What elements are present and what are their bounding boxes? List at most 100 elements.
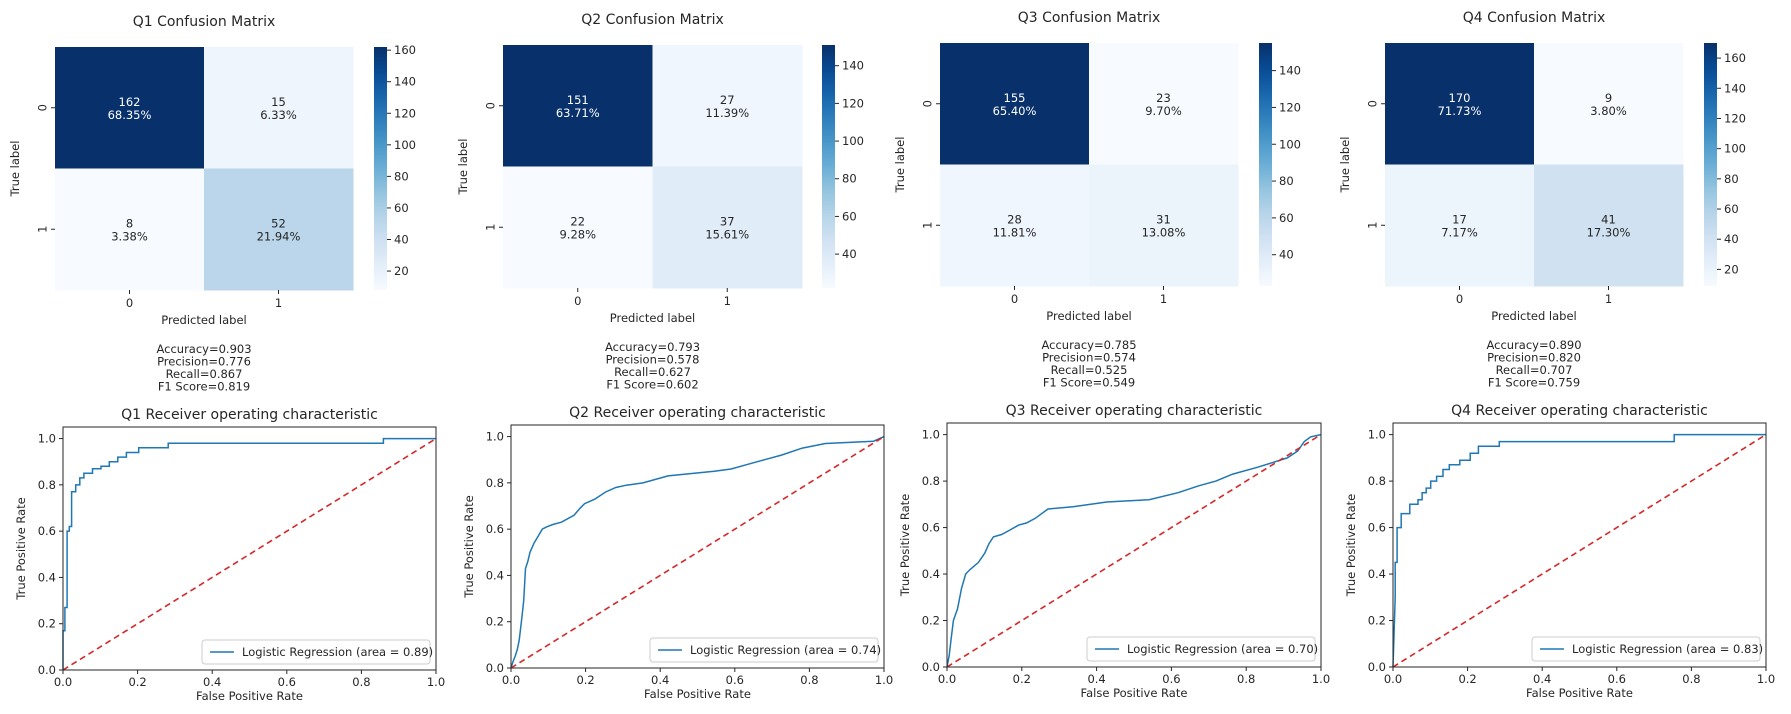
colorbar-tick-label: 20 xyxy=(1724,262,1739,276)
cell-count: 41 xyxy=(1601,212,1616,226)
y-tick-label: 1.0 xyxy=(922,428,940,442)
colorbar-tick-label: 40 xyxy=(1724,232,1739,246)
colorbar xyxy=(1704,43,1717,286)
x-tick-label: 0 xyxy=(574,294,581,308)
cell-count: 17 xyxy=(1452,212,1467,226)
metric-line: F1 Score=0.759 xyxy=(1488,376,1580,390)
colorbar-tick-label: 100 xyxy=(1724,142,1746,156)
cell-percent: 68.35% xyxy=(108,108,152,122)
heatmap-cell xyxy=(1089,164,1239,287)
y-tick-label: 0.0 xyxy=(1368,660,1386,674)
cell-percent: 11.81% xyxy=(993,225,1037,239)
x-axis-label: False Positive Rate xyxy=(644,687,751,701)
x-tick-label: 0.0 xyxy=(1384,672,1402,686)
y-tick-label: 0.8 xyxy=(922,474,940,488)
colorbar-tick-label: 120 xyxy=(842,96,864,110)
metric-line: F1 Score=0.602 xyxy=(606,378,698,392)
metric-line: Precision=0.776 xyxy=(157,355,251,369)
metric-line: Precision=0.820 xyxy=(1487,351,1581,365)
metric-line: Accuracy=0.793 xyxy=(605,340,700,354)
y-tick-label: 1 xyxy=(484,224,498,231)
plot-frame xyxy=(946,422,1322,668)
cell-count: 151 xyxy=(567,93,589,107)
x-axis-label: Predicted label xyxy=(610,311,695,325)
x-tick-label: 0.8 xyxy=(1237,672,1255,686)
colorbar-tick-label: 60 xyxy=(842,209,857,223)
metric-line: Accuracy=0.890 xyxy=(1486,338,1581,352)
x-tick-label: 1.0 xyxy=(1757,672,1775,686)
y-tick-label: 0.2 xyxy=(486,615,504,629)
heatmap-cell xyxy=(940,164,1090,287)
x-tick-label: 0 xyxy=(1011,292,1018,306)
chart-title: Q3 Receiver operating characteristic xyxy=(1006,403,1263,419)
metric-line: F1 Score=0.819 xyxy=(158,380,250,394)
y-tick-label: 0.6 xyxy=(1368,521,1386,535)
y-tick-label: 0 xyxy=(484,102,498,109)
cell-percent: 21.94% xyxy=(257,229,301,243)
y-tick-label: 1.0 xyxy=(486,430,504,444)
cell-percent: 65.40% xyxy=(993,104,1037,118)
roc-curve-line xyxy=(1392,433,1766,668)
x-tick-label: 0 xyxy=(1456,292,1463,306)
colorbar xyxy=(822,45,835,288)
y-tick-label: 0 xyxy=(921,100,935,107)
cell-count: 15 xyxy=(271,95,286,109)
plot-frame xyxy=(62,426,437,671)
y-axis-label: True label xyxy=(1338,137,1352,194)
chart-title: Q4 Receiver operating characteristic xyxy=(1451,403,1708,419)
metric-line: Precision=0.578 xyxy=(606,353,700,367)
chart-title: Q2 Receiver operating characteristic xyxy=(569,405,826,421)
x-tick-label: 0.6 xyxy=(1608,672,1626,686)
chart-title: Q2 Confusion Matrix xyxy=(581,12,724,28)
cell-percent: 63.71% xyxy=(556,106,600,120)
metric-line: Recall=0.707 xyxy=(1496,363,1573,377)
x-tick-label: 0.4 xyxy=(203,675,221,689)
legend-box xyxy=(649,637,879,663)
legend-box xyxy=(1531,636,1761,662)
cell-percent: 17.30% xyxy=(1587,225,1631,239)
y-tick-label: 0.0 xyxy=(486,661,504,675)
cell-count: 155 xyxy=(1004,91,1026,105)
legend-label: Logistic Regression (area = 0.83) xyxy=(1572,642,1763,656)
chart-title: Q3 Confusion Matrix xyxy=(1018,10,1161,26)
x-axis-label: False Positive Rate xyxy=(1081,686,1188,700)
colorbar-tick-label: 60 xyxy=(1724,202,1739,216)
cell-count: 23 xyxy=(1156,91,1171,105)
y-tick-label: 0.4 xyxy=(38,570,56,584)
metric-line: Accuracy=0.903 xyxy=(156,342,251,356)
x-tick-label: 0.6 xyxy=(726,673,744,687)
y-tick-label: 0.0 xyxy=(922,660,940,674)
y-tick-label: 0.0 xyxy=(38,663,56,677)
x-tick-label: 0.8 xyxy=(352,675,370,689)
colorbar-tick-label: 160 xyxy=(1724,51,1746,65)
x-tick-label: 1 xyxy=(1605,292,1612,306)
x-tick-label: 0.2 xyxy=(1458,672,1476,686)
x-axis-label: Predicted label xyxy=(1491,309,1576,323)
cell-count: 27 xyxy=(720,93,735,107)
y-tick-label: 0 xyxy=(1366,100,1380,107)
legend-label: Logistic Regression (area = 0.89) xyxy=(242,645,433,659)
cell-count: 31 xyxy=(1156,212,1171,226)
x-tick-label: 0.0 xyxy=(502,673,520,687)
y-axis-label: True Positive Rate xyxy=(898,494,912,597)
cell-percent: 7.17% xyxy=(1441,225,1478,239)
heatmap-cell xyxy=(55,47,205,169)
metric-line: F1 Score=0.549 xyxy=(1043,376,1135,390)
x-tick-label: 0.6 xyxy=(278,675,296,689)
y-tick-label: 0.6 xyxy=(38,524,56,538)
chart-title: Q1 Confusion Matrix xyxy=(133,14,276,30)
cell-percent: 3.80% xyxy=(1590,104,1627,118)
y-tick-label: 0.2 xyxy=(38,617,56,631)
colorbar-tick-label: 80 xyxy=(842,172,857,186)
heatmap-cell xyxy=(1385,164,1535,287)
x-tick-label: 0.8 xyxy=(800,673,818,687)
x-tick-label: 0.2 xyxy=(576,673,594,687)
x-tick-label: 0.4 xyxy=(1087,672,1105,686)
cell-percent: 6.33% xyxy=(260,108,297,122)
x-tick-label: 0.2 xyxy=(1013,672,1031,686)
chart-title: Q4 Confusion Matrix xyxy=(1463,10,1606,26)
colorbar-tick-label: 80 xyxy=(1724,172,1739,186)
colorbar-tick-label: 60 xyxy=(394,201,409,215)
colorbar-tick-label: 140 xyxy=(394,75,416,89)
plot-frame xyxy=(1392,422,1767,668)
